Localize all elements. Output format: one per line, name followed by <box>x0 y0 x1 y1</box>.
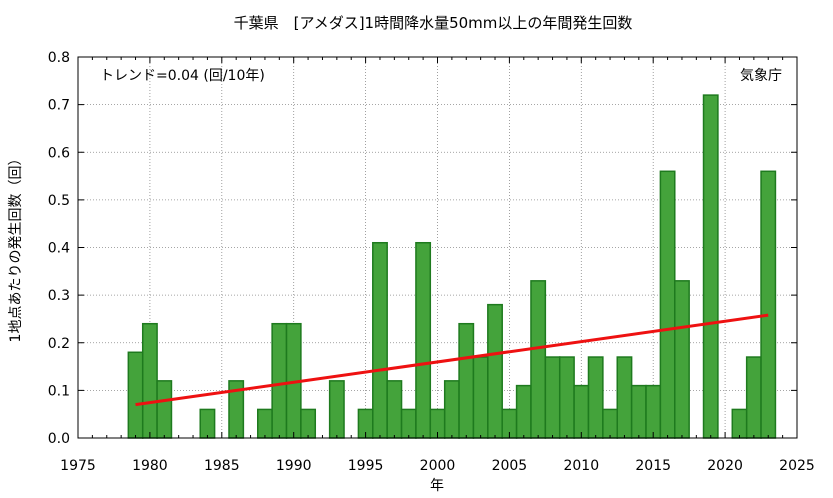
bar <box>659 170 676 439</box>
bar <box>300 408 317 439</box>
y-tick-label: 0.8 <box>48 50 70 66</box>
bar <box>400 408 417 439</box>
bar <box>558 356 575 439</box>
x-tick-label: 1985 <box>204 458 240 474</box>
bar <box>745 356 762 439</box>
bar <box>271 322 288 439</box>
grid <box>78 57 797 438</box>
bar <box>544 356 561 439</box>
bar <box>573 384 590 439</box>
bars <box>127 94 777 439</box>
bar <box>602 408 618 439</box>
bar <box>386 380 403 439</box>
bar <box>616 356 633 439</box>
x-tick-label: 2005 <box>492 458 528 474</box>
bar <box>760 170 777 439</box>
y-axis-label: 1地点あたりの発生回数（回） <box>8 152 24 343</box>
y-tick-label: 0.0 <box>48 431 70 447</box>
source-label: 気象庁 <box>740 68 782 84</box>
trend-annotation: トレンド=0.04 (回/10年) <box>100 68 265 84</box>
y-tick-label: 0.3 <box>48 288 70 304</box>
y-tick-label: 0.7 <box>48 98 70 114</box>
bar <box>156 380 173 439</box>
x-tick-label: 2020 <box>707 458 743 474</box>
bar <box>515 384 532 439</box>
x-tick-label: 2010 <box>563 458 599 474</box>
y-tick-label: 0.6 <box>48 145 70 161</box>
bar <box>372 241 388 439</box>
bar <box>630 384 647 439</box>
x-axis-label: 年 <box>430 478 444 494</box>
x-tick-label: 1980 <box>132 458 168 474</box>
bar <box>458 322 475 439</box>
bar <box>487 303 503 439</box>
bar <box>141 322 158 439</box>
bar <box>443 380 460 439</box>
bar <box>587 356 604 439</box>
bar <box>415 241 432 439</box>
bar <box>674 280 690 439</box>
bar <box>257 408 273 439</box>
y-tick-label: 0.1 <box>48 383 70 399</box>
chart-title: 千葉県 [アメダス]1時間降水量50mm以上の年間発生回数 <box>234 14 633 32</box>
bar <box>328 380 345 439</box>
bar <box>702 94 719 439</box>
ticks: 0.0 0.1 0.2 0.3 0.4 0.5 0.6 0.7 0.8 1975 1980 1985 1… <box>48 50 815 474</box>
trend-line <box>135 313 769 407</box>
bar <box>127 351 144 439</box>
bar <box>472 356 489 439</box>
bar <box>199 408 216 439</box>
x-tick-label: 2025 <box>779 458 815 474</box>
x-tick-label: 1990 <box>276 458 312 474</box>
bar <box>645 384 662 439</box>
trend <box>135 313 769 407</box>
y-tick-label: 0.2 <box>48 336 70 352</box>
x-tick-label: 2015 <box>635 458 671 474</box>
x-tick-label: 2000 <box>420 458 456 474</box>
y-tick-label: 0.5 <box>48 193 70 209</box>
bar <box>530 280 547 439</box>
x-tick-label: 1995 <box>348 458 384 474</box>
x-tick-label: 1975 <box>60 458 96 474</box>
y-tick-label: 0.4 <box>48 241 70 257</box>
bar <box>731 408 748 439</box>
